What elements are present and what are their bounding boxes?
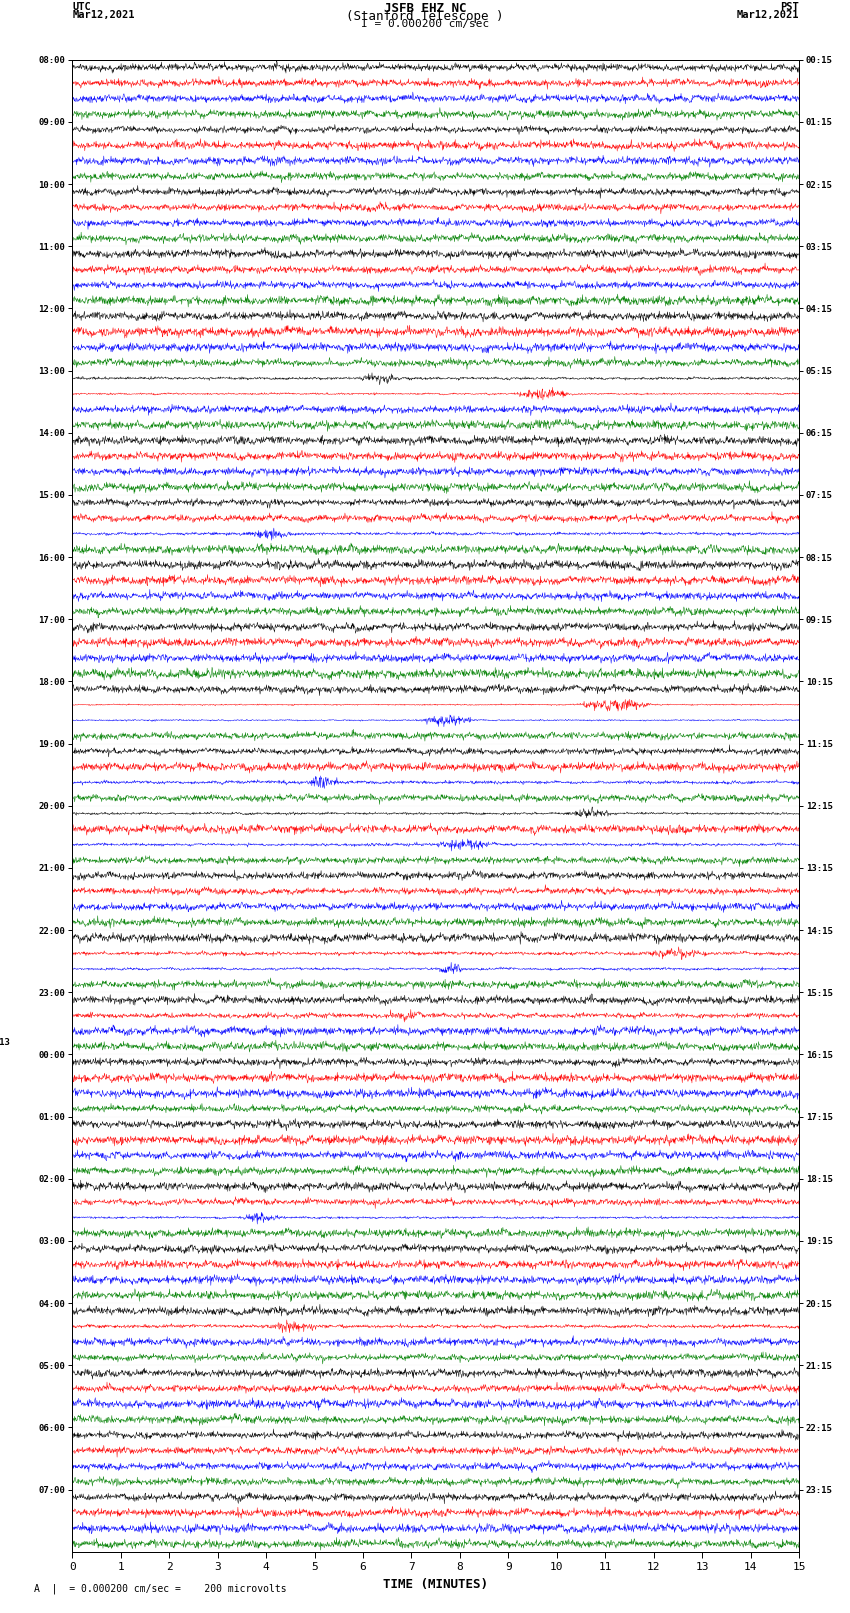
X-axis label: TIME (MINUTES): TIME (MINUTES) [383,1578,488,1590]
Text: JSFB EHZ NC: JSFB EHZ NC [383,3,467,16]
Text: Mar12,2021: Mar12,2021 [72,11,135,21]
Text: UTC: UTC [72,3,91,13]
Text: (Stanford Telescope ): (Stanford Telescope ) [346,11,504,24]
Text: A  |  = 0.000200 cm/sec =    200 microvolts: A | = 0.000200 cm/sec = 200 microvolts [34,1582,286,1594]
Text: I = 0.000200 cm/sec: I = 0.000200 cm/sec [361,18,489,29]
Text: Mar12,2021: Mar12,2021 [736,11,799,21]
Text: PST: PST [780,3,799,13]
Text: Mar13: Mar13 [0,1037,10,1047]
